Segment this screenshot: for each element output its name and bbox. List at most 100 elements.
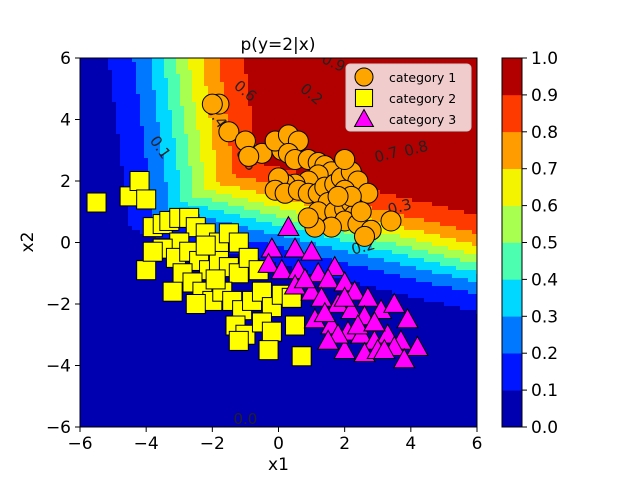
contour-cell <box>284 90 289 95</box>
contour-cell <box>248 190 253 195</box>
contour-cell <box>208 182 213 187</box>
contour-cell <box>240 190 245 195</box>
contour-cell <box>364 246 369 251</box>
contour-cell <box>264 242 269 247</box>
contour-cell <box>204 154 209 159</box>
contour-cell <box>112 150 117 155</box>
contour-cell <box>120 70 125 75</box>
contour-cell <box>188 158 193 163</box>
contour-cell <box>292 94 297 99</box>
contour-cell <box>348 130 353 135</box>
contour-cell <box>348 58 353 63</box>
contour-cell <box>136 86 141 91</box>
contour-cell <box>132 154 137 159</box>
contour-cell <box>420 178 425 183</box>
contour-cell <box>256 234 261 239</box>
contour-cell <box>164 158 169 163</box>
contour-cell <box>288 206 293 211</box>
contour-cell <box>148 110 153 115</box>
contour-cell <box>296 202 301 207</box>
contour-cell <box>176 162 181 167</box>
contour-cell <box>264 98 269 103</box>
contour-cell <box>92 114 97 119</box>
contour-cell <box>80 94 85 99</box>
contour-cell <box>384 158 389 163</box>
contour-cell <box>320 114 325 119</box>
contour-cell <box>260 126 265 131</box>
contour-cell <box>236 194 241 199</box>
contour-cell <box>100 186 105 191</box>
contour-cell <box>272 226 277 231</box>
contour-cell <box>280 234 285 239</box>
contour-cell <box>320 66 325 71</box>
contour-cell <box>192 126 197 131</box>
contour-cell <box>356 134 361 139</box>
contour-cell <box>460 178 465 183</box>
contour-cell <box>420 190 425 195</box>
contour-cell <box>344 138 349 143</box>
contour-cell <box>372 162 377 167</box>
contour-cell <box>80 198 85 203</box>
contour-cell <box>468 142 473 147</box>
contour-cell <box>244 114 249 119</box>
contour-cell <box>140 222 145 227</box>
contour-cell <box>164 202 169 207</box>
contour-cell <box>328 82 333 87</box>
contour-cell <box>296 66 301 71</box>
contour-cell <box>296 230 301 235</box>
contour-cell <box>96 186 101 191</box>
contour-cell <box>216 230 221 235</box>
contour-cell <box>316 122 321 127</box>
contour-cell <box>464 186 469 191</box>
contour-cell <box>240 174 245 179</box>
contour-cell <box>412 242 417 247</box>
contour-cell <box>392 190 397 195</box>
contour-cell <box>300 110 305 115</box>
contour-cell <box>228 166 233 171</box>
contour-cell <box>452 150 457 155</box>
contour-cell <box>452 254 457 259</box>
contour-cell <box>440 218 445 223</box>
contour-cell <box>112 186 117 191</box>
contour-cell <box>276 94 281 99</box>
contour-cell <box>84 238 89 243</box>
contour-cell <box>200 206 205 211</box>
contour-cell <box>100 190 105 195</box>
contour-cell <box>408 178 413 183</box>
contour-cell <box>156 98 161 103</box>
contour-cell <box>416 198 421 203</box>
contour-cell <box>80 134 85 139</box>
contour-cell <box>468 178 473 183</box>
contour-cell <box>312 94 317 99</box>
contour-cell <box>208 158 213 163</box>
contour-cell <box>324 66 329 71</box>
contour-cell <box>328 70 333 75</box>
contour-cell <box>416 58 421 63</box>
contour-cell <box>224 218 229 223</box>
contour-cell <box>112 198 117 203</box>
contour-cell <box>416 190 421 195</box>
contour-cell <box>424 178 429 183</box>
contour-cell <box>424 154 429 159</box>
contour-cell <box>408 210 413 215</box>
contour-cell <box>300 102 305 107</box>
contour-cell <box>388 142 393 147</box>
contour-cell <box>260 190 265 195</box>
contour-cell <box>124 170 129 175</box>
contour-cell <box>116 138 121 143</box>
contour-cell <box>84 150 89 155</box>
contour-cell <box>412 174 417 179</box>
contour-cell <box>460 234 465 239</box>
contour-cell <box>428 174 433 179</box>
contour-cell <box>260 70 265 75</box>
contour-cell <box>156 82 161 87</box>
contour-cell <box>164 106 169 111</box>
contour-cell <box>80 190 85 195</box>
contour-cell <box>280 114 285 119</box>
contour-cell <box>96 154 101 159</box>
contour-cell <box>416 230 421 235</box>
contour-cell <box>300 122 305 127</box>
contour-cell <box>156 86 161 91</box>
contour-cell <box>472 226 477 231</box>
contour-cell <box>100 158 105 163</box>
